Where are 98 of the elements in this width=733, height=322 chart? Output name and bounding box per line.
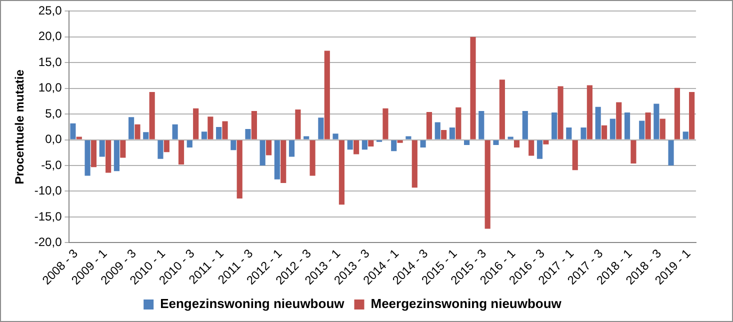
- legend-label: Meergezinswoning nieuwbouw: [370, 296, 562, 312]
- bar: [120, 140, 126, 158]
- bar: [280, 140, 286, 184]
- bar: [639, 120, 645, 140]
- bar: [354, 140, 360, 154]
- bar: [610, 118, 616, 140]
- bar: [245, 129, 251, 140]
- bar: [143, 132, 149, 140]
- bar: [456, 107, 462, 140]
- bar: [164, 140, 170, 152]
- bar: [216, 126, 222, 140]
- bar: [288, 140, 295, 157]
- y-tick-label: -15,0: [34, 209, 62, 224]
- bar: [572, 140, 578, 170]
- bar: [566, 127, 572, 140]
- bar: [193, 108, 199, 140]
- bar: [90, 140, 97, 168]
- bar: [484, 140, 490, 229]
- bar: [595, 106, 601, 140]
- bar: [601, 125, 608, 140]
- bar: [558, 86, 564, 140]
- bar: [230, 140, 236, 150]
- bar: [499, 80, 505, 140]
- bar: [522, 110, 528, 140]
- bar: [412, 140, 418, 188]
- bar: [84, 140, 90, 176]
- bar: [134, 124, 140, 140]
- bar: [347, 140, 353, 150]
- y-tick-label: 10,0: [38, 80, 62, 95]
- bar: [552, 112, 558, 140]
- bar: [310, 140, 316, 176]
- bar: [382, 108, 388, 140]
- bar: [222, 121, 228, 140]
- bar: [324, 50, 330, 140]
- bar: [616, 102, 622, 140]
- bar: [260, 140, 266, 166]
- bar: [76, 136, 82, 140]
- bar: [178, 140, 184, 164]
- bar: [420, 140, 426, 148]
- y-axis-title: Procentuele mutatie: [12, 69, 27, 184]
- y-tick-label: 15,0: [38, 54, 62, 69]
- y-tick-label: 25,0: [38, 4, 62, 18]
- bar: [645, 112, 651, 140]
- bar: [106, 140, 112, 173]
- bar: [508, 136, 514, 140]
- bar: [406, 136, 412, 140]
- bar: [580, 127, 586, 140]
- bar: [514, 140, 520, 148]
- bar: [266, 140, 272, 156]
- bar: [674, 88, 680, 140]
- y-tick-label: 5,0: [45, 106, 62, 120]
- bar: [158, 140, 164, 159]
- bar: [201, 132, 208, 140]
- bar: [251, 110, 257, 140]
- bar: [186, 140, 192, 148]
- bar: [543, 140, 549, 144]
- bar: [99, 140, 105, 157]
- bar: [464, 140, 470, 145]
- y-tick-label: 20,0: [38, 29, 62, 44]
- bar: [528, 140, 534, 156]
- bar: [470, 36, 476, 140]
- bar: [318, 118, 324, 140]
- bar: [478, 110, 484, 140]
- y-tick-label: -20,0: [34, 234, 62, 249]
- bar: [70, 123, 76, 140]
- bar: [332, 134, 338, 140]
- bar: [128, 117, 134, 140]
- legend-label: Eengezinswoning nieuwbouw: [160, 296, 346, 312]
- bar: [172, 124, 178, 140]
- bar: [660, 118, 666, 140]
- bar: [338, 140, 345, 205]
- bar: [441, 130, 447, 140]
- bar: [368, 140, 374, 146]
- bar: [624, 112, 630, 140]
- bar: [689, 92, 695, 140]
- bar: [434, 122, 440, 140]
- bar: [304, 136, 310, 140]
- bar: [397, 140, 403, 143]
- y-tick-label: 0,0: [45, 132, 62, 146]
- bar: [493, 140, 499, 145]
- bar: [668, 140, 674, 166]
- bar: [236, 140, 242, 198]
- y-tick-label: -5,0: [41, 158, 62, 172]
- bar: [208, 116, 214, 140]
- bar: [149, 92, 155, 140]
- bar: [426, 112, 432, 140]
- y-tick-label: -10,0: [34, 184, 62, 198]
- bar: [449, 127, 455, 140]
- bar: [586, 85, 592, 140]
- bar: [391, 140, 397, 152]
- bar: [630, 140, 636, 164]
- bar: [654, 104, 660, 140]
- bar: [114, 140, 120, 172]
- bar: [295, 109, 301, 140]
- bar: [274, 140, 280, 180]
- bar: [682, 132, 688, 140]
- bar: [536, 140, 543, 159]
- bar: [362, 140, 368, 150]
